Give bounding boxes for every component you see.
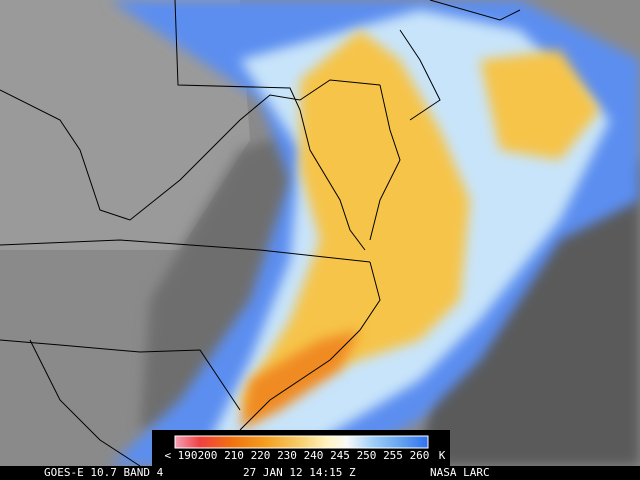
legend-label: 230 <box>277 449 297 462</box>
legend-label: 245 <box>330 449 350 462</box>
boundaries <box>0 0 521 467</box>
cloud-yellow <box>240 30 470 420</box>
land-gray <box>0 0 250 250</box>
color-scale <box>174 435 429 449</box>
legend-labels: < 190 200 210 220 230 240 245 250 255 260 K <box>164 449 445 462</box>
caption-satellite: GOES-E 10.7 BAND 4 <box>44 466 164 479</box>
legend-label: 200 <box>198 449 218 462</box>
legend-unit: K <box>439 449 446 462</box>
legend-label: 255 <box>383 449 403 462</box>
legend-label: 220 <box>251 449 271 462</box>
caption-bar <box>0 466 640 480</box>
imagery <box>0 0 640 467</box>
caption-source: NASA LARC <box>430 466 490 479</box>
cloud-yellow-north <box>480 50 600 160</box>
dark-gray <box>140 130 300 430</box>
legend-label: 250 <box>357 449 377 462</box>
caption-time: 27 JAN 12 14:15 Z <box>243 466 356 479</box>
legend-label: 210 <box>224 449 244 462</box>
legend-label: < 190 <box>164 449 197 462</box>
legend-label: 240 <box>304 449 324 462</box>
legend-label: 260 <box>410 449 430 462</box>
